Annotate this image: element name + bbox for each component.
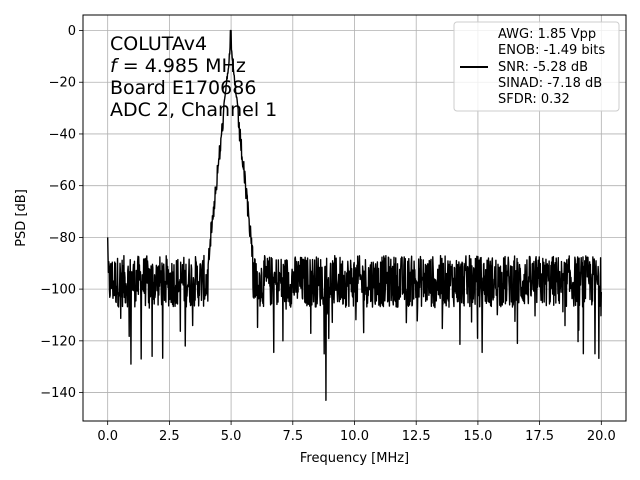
x-tick-label: 5.0: [221, 429, 242, 444]
annotation-line-3: Board E170686: [110, 77, 256, 99]
y-tick-label: −60: [49, 179, 76, 194]
annotation-line-1: COLUTAv4: [110, 33, 207, 55]
y-tick-label: −80: [49, 231, 76, 246]
y-tick-label: 0: [68, 24, 76, 39]
legend-frame: [453, 21, 620, 112]
x-axis-label: Frequency [MHz]: [300, 451, 409, 466]
y-tick-label: −100: [40, 283, 76, 298]
annotation-frequency: = 4.985 MHz: [117, 55, 246, 77]
x-tick-label: 20.0: [587, 429, 616, 444]
spectrum-line-group: [106, 29, 603, 402]
y-tick-label: −20: [49, 76, 76, 91]
legend: AWG: 1.85 Vpp ENOB: -1.49 bits SNR: -5.2…: [453, 21, 620, 112]
x-tick-label: 17.5: [525, 429, 554, 444]
legend-entry-sfdr: SFDR: 0.32: [498, 92, 570, 107]
x-tick-label: 10.0: [340, 429, 369, 444]
legend-entry-awg: AWG: 1.85 Vpp: [498, 27, 596, 42]
x-tick-label: 0.0: [97, 429, 118, 444]
legend-entry-snr: SNR: -5.28 dB: [498, 60, 588, 75]
x-tick-label: 15.0: [463, 429, 492, 444]
y-tick-label: −140: [40, 386, 76, 401]
y-axis-label: PSD [dB]: [14, 189, 29, 247]
annotation-line-2: f = 4.985 MHz: [110, 55, 246, 77]
y-tick-label: −120: [40, 334, 76, 349]
annotation-line-4: ADC 2, Channel 1: [110, 99, 277, 121]
x-tick-label: 2.5: [159, 429, 180, 444]
legend-entry-sinad: SINAD: -7.18 dB: [498, 76, 602, 91]
legend-entry-enob: ENOB: -1.49 bits: [498, 43, 605, 58]
x-tick-label: 12.5: [402, 429, 431, 444]
y-tick-label: −40: [49, 127, 76, 142]
psd-series-line: [106, 29, 603, 402]
axis-ticks: 0.0 2.5 5.0 7.5 10.0 12.5 15.0 17.5 20.0 0 −20 −40 −…: [40, 24, 616, 444]
annotation-variable: f: [110, 55, 120, 77]
x-tick-label: 7.5: [282, 429, 303, 444]
annotation-box: COLUTAv4 f = 4.985 MHz Board E170686 ADC…: [110, 33, 277, 121]
